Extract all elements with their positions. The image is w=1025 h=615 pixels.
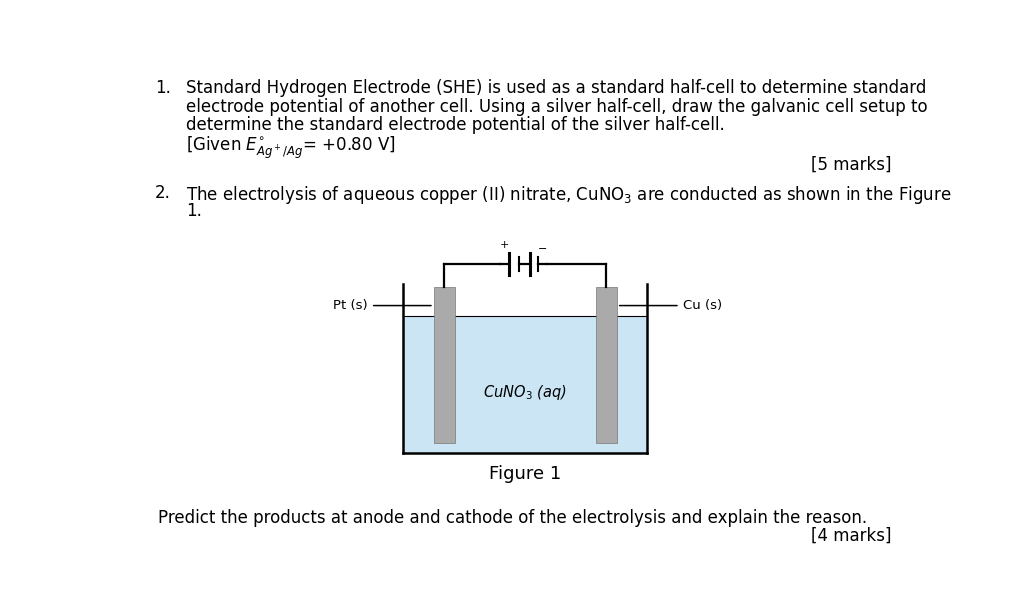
Text: CuNO$_3$ (aq): CuNO$_3$ (aq)	[483, 383, 567, 402]
Text: [4 marks]: [4 marks]	[811, 526, 892, 544]
Text: Pt (s): Pt (s)	[333, 299, 432, 312]
Text: Figure 1: Figure 1	[489, 465, 561, 483]
Text: [Given $E^{\circ}_{Ag^+/Ag}$= +0.80 V]: [Given $E^{\circ}_{Ag^+/Ag}$= +0.80 V]	[187, 135, 396, 161]
Text: 1.: 1.	[155, 79, 171, 97]
Text: +: +	[500, 240, 509, 250]
Text: Standard Hydrogen Electrode (SHE) is used as a standard half-cell to determine s: Standard Hydrogen Electrode (SHE) is use…	[187, 79, 927, 97]
Text: Predict the products at anode and cathode of the electrolysis and explain the re: Predict the products at anode and cathod…	[158, 509, 867, 527]
Text: The electrolysis of aqueous copper (II) nitrate, CuNO$_{3}$ are conducted as sho: The electrolysis of aqueous copper (II) …	[187, 184, 952, 206]
Text: −: −	[538, 244, 547, 255]
Text: [5 marks]: [5 marks]	[811, 156, 892, 174]
Bar	[596, 287, 617, 443]
Text: electrode potential of another cell. Using a silver half-cell, draw the galvanic: electrode potential of another cell. Usi…	[187, 98, 928, 116]
Text: Cu (s): Cu (s)	[619, 299, 722, 312]
Text: determine the standard electrode potential of the silver half-cell.: determine the standard electrode potenti…	[187, 116, 725, 134]
Text: 1.: 1.	[187, 202, 202, 220]
Bar	[403, 316, 648, 453]
Text: 2.: 2.	[155, 184, 171, 202]
Bar	[434, 287, 455, 443]
